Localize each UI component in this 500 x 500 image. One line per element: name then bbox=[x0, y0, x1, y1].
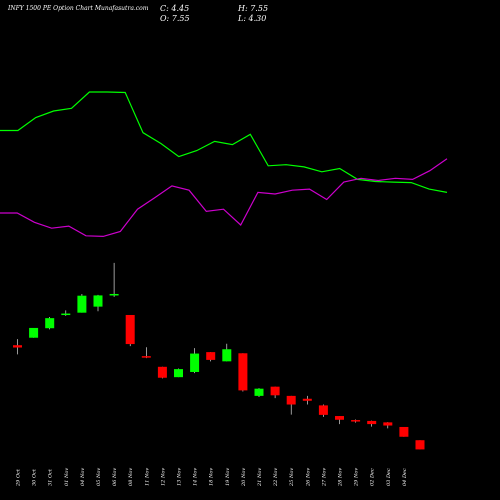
x-tick-label: 01 Nov bbox=[64, 468, 70, 486]
candle-body bbox=[141, 356, 151, 358]
x-tick-label: 29 Oct bbox=[16, 468, 22, 487]
candle-body bbox=[270, 386, 280, 396]
candle bbox=[302, 395, 312, 405]
x-tick-label: 25 Nov bbox=[289, 468, 295, 487]
x-tick-label: 02 Dec bbox=[370, 468, 376, 486]
candle bbox=[141, 347, 151, 359]
candle-body bbox=[318, 405, 328, 415]
candle bbox=[335, 416, 344, 425]
candle-body bbox=[351, 420, 361, 422]
x-tick-label: 11 Nov bbox=[144, 468, 150, 486]
candle-body bbox=[125, 314, 135, 345]
candle-body bbox=[29, 327, 39, 338]
candle bbox=[157, 366, 167, 379]
candle-body bbox=[45, 318, 55, 329]
candle bbox=[254, 388, 264, 398]
candle bbox=[270, 386, 280, 399]
x-tick-label: 19 Nov bbox=[225, 468, 231, 486]
x-tick-label: 29 Nov bbox=[354, 468, 360, 487]
candle bbox=[61, 310, 71, 316]
candle bbox=[286, 395, 296, 415]
x-tick-label: 08 Nov bbox=[128, 468, 134, 486]
x-tick-label: 28 Nov bbox=[338, 468, 344, 487]
candle-body bbox=[206, 352, 216, 360]
candle-body bbox=[383, 422, 393, 426]
x-tick-label: 21 Nov bbox=[257, 468, 263, 487]
x-tick-label: 30 Oct bbox=[32, 468, 38, 486]
candle-body bbox=[335, 416, 344, 420]
x-tick-label: 20 Nov bbox=[241, 468, 247, 487]
purple-indicator-line bbox=[0, 158, 448, 238]
x-tick-label: 14 Nov bbox=[193, 468, 199, 486]
candle-body bbox=[238, 353, 248, 391]
candle bbox=[415, 440, 425, 450]
x-tick-label: 26 Nov bbox=[305, 468, 311, 487]
candle bbox=[399, 426, 409, 437]
candle-body bbox=[222, 349, 232, 362]
x-tick-label: 31 Oct bbox=[48, 468, 54, 486]
x-tick-label: 03 Dec bbox=[386, 468, 392, 486]
candle-body bbox=[13, 345, 22, 348]
candle-body bbox=[109, 293, 119, 296]
candle bbox=[93, 294, 103, 312]
candle bbox=[222, 343, 232, 362]
candle-body bbox=[157, 366, 167, 378]
candle bbox=[45, 317, 55, 330]
candle-body bbox=[174, 369, 183, 378]
candle bbox=[190, 348, 200, 374]
candle bbox=[206, 352, 216, 362]
chart-title: INFY 1500 PE Option Chart Munafasutra.co… bbox=[8, 5, 149, 12]
x-tick-label: 18 Nov bbox=[209, 468, 215, 486]
candle bbox=[383, 422, 393, 429]
candle-body bbox=[77, 295, 87, 313]
candle bbox=[29, 327, 39, 338]
candle bbox=[77, 293, 87, 313]
candle bbox=[318, 404, 328, 417]
candle-body bbox=[190, 353, 200, 372]
candle bbox=[238, 353, 248, 392]
candle-body bbox=[93, 295, 103, 307]
green-indicator-line bbox=[0, 91, 448, 193]
close-readout: C: 4.45 bbox=[160, 4, 190, 13]
candle bbox=[109, 262, 119, 297]
candle-body bbox=[399, 426, 409, 437]
candle-body bbox=[286, 395, 296, 405]
candle-body bbox=[367, 420, 377, 425]
candle-body bbox=[302, 398, 312, 401]
x-tick-label: 27 Nov bbox=[321, 468, 327, 487]
candle-body bbox=[254, 388, 264, 396]
candle-body bbox=[415, 440, 425, 450]
x-tick-label: 04 Dec bbox=[402, 468, 408, 486]
low-readout: L: 4.30 bbox=[238, 14, 267, 23]
candle bbox=[125, 314, 135, 347]
open-readout: O: 7.55 bbox=[160, 14, 190, 23]
candle bbox=[367, 420, 377, 427]
candle bbox=[174, 368, 183, 378]
candle bbox=[351, 419, 361, 423]
x-tick-label: 12 Nov bbox=[160, 468, 166, 486]
x-tick-label: 04 Nov bbox=[80, 468, 86, 486]
x-tick-label: 22 Nov bbox=[273, 468, 279, 487]
x-tick-label: 06 Nov bbox=[112, 468, 118, 486]
x-tick-label: 13 Nov bbox=[177, 468, 183, 486]
x-tick-label: 05 Nov bbox=[96, 468, 102, 486]
candle bbox=[13, 339, 22, 355]
high-readout: H: 7.55 bbox=[238, 4, 269, 13]
candle-body bbox=[61, 313, 71, 316]
